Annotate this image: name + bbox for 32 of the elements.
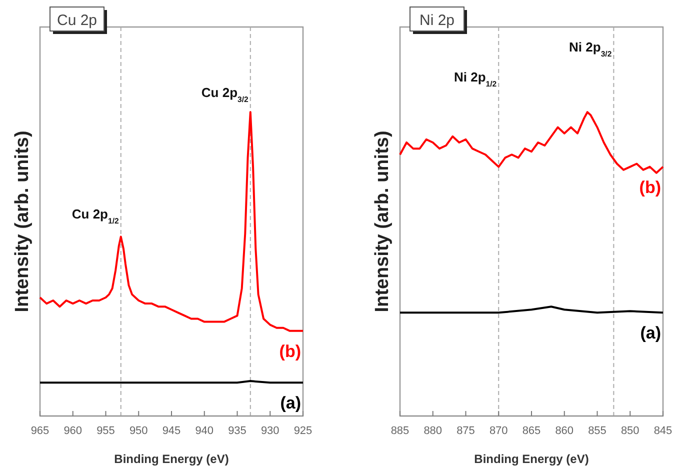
x-tick-label: 850 (620, 425, 640, 437)
series-label: (a) (280, 394, 301, 413)
x-axis-title: Binding Energy (eV) (114, 452, 229, 466)
x-tick-label: 950 (129, 425, 148, 437)
x-tick-label: 945 (162, 425, 181, 437)
series-label: (b) (639, 178, 661, 197)
series-label: (a) (640, 324, 661, 343)
x-tick-label: 860 (555, 425, 574, 437)
series-label: (b) (279, 342, 301, 361)
x-axis-title: Binding Energy (eV) (474, 452, 589, 466)
x-tick-label: 880 (424, 425, 442, 437)
y-axis-title: Intensity (arb. units) (372, 130, 393, 312)
annotation: Cu 2p$_{3/2}$ (201, 84, 250, 104)
x-tick-label: 865 (522, 425, 541, 437)
x-tick-label: 935 (228, 425, 246, 437)
annotation: Ni 2p$_{1/2}$ (454, 70, 498, 88)
x-tick-label: 875 (456, 425, 475, 437)
x-tick-label: 870 (489, 425, 508, 437)
x-tick-label: 885 (390, 425, 410, 437)
chart-title: Cu 2p (56, 12, 98, 29)
x-tick-label: 960 (64, 425, 82, 437)
chart-title: Ni 2p (419, 12, 455, 29)
x-tick-label: 965 (30, 425, 50, 437)
x-tick-label: 925 (294, 425, 312, 437)
annotation: Ni 2p$_{3/2}$ (569, 39, 612, 58)
x-tick-label: 930 (260, 425, 280, 437)
x-tick-label: 855 (588, 425, 606, 437)
x-tick-label: 940 (195, 425, 214, 437)
x-tick-label: 845 (654, 425, 672, 437)
x-tick-label: 955 (96, 425, 115, 437)
annotation: Cu 2p$_{1/2}$ (72, 206, 120, 225)
y-axis-title: Intensity (arb. units) (12, 130, 33, 312)
